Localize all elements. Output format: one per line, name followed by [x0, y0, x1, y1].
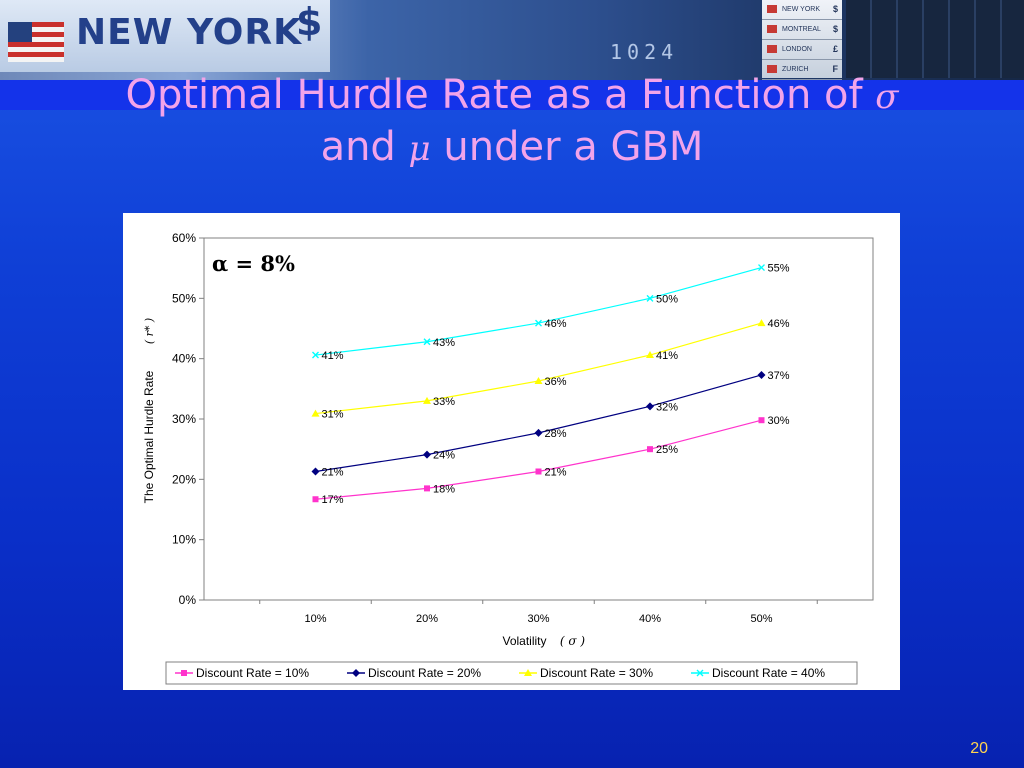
legend-marker	[181, 670, 187, 676]
series-1-point	[535, 468, 542, 475]
series-3-point	[311, 409, 320, 417]
data-label: 55%	[768, 263, 790, 275]
legend-label: Discount Rate = 40%	[712, 666, 825, 680]
data-label: 33%	[433, 396, 455, 408]
data-label: 46%	[768, 318, 790, 330]
x-tick-label: 40%	[639, 613, 661, 625]
data-label: 21%	[545, 466, 567, 478]
board-row: LONDON £	[762, 40, 842, 60]
y-tick-label: 30%	[172, 412, 196, 426]
series-1-point	[424, 485, 430, 492]
data-label: 37%	[768, 370, 790, 382]
title-text: Optimal Hurdle Rate as a Function of	[125, 72, 863, 118]
series-4-point	[535, 319, 542, 327]
x-tick-label: 30%	[527, 613, 549, 625]
x-axis-title: Volatility	[502, 634, 546, 648]
series-3-point	[757, 319, 766, 327]
series-1-point	[758, 417, 765, 424]
y-axis-title: The Optimal Hurdle Rate	[142, 370, 156, 503]
y-tick-label: 50%	[172, 291, 196, 305]
series-3-point	[423, 396, 431, 404]
title-line-2: and μ under a GBM	[0, 122, 1024, 174]
legend	[165, 661, 858, 685]
data-label: 43%	[433, 337, 455, 349]
y-axis-symbol: ( r* )	[143, 318, 156, 344]
data-label: 32%	[656, 401, 678, 413]
y-tick-label: 20%	[172, 472, 196, 486]
series-1-point	[312, 496, 319, 503]
title-line-1: Optimal Hurdle Rate as a Function of σ	[0, 70, 1024, 122]
y-tick-label: 40%	[172, 352, 196, 366]
title-band	[0, 80, 1024, 110]
legend-label: Discount Rate = 10%	[196, 666, 309, 680]
legend-label: Discount Rate = 20%	[368, 666, 481, 680]
city-board: NEW YORK $ MONTREAL $ LONDON £ ZURICH F	[762, 0, 842, 80]
series-3-point	[534, 376, 543, 384]
x-tick-label: 50%	[750, 613, 772, 625]
data-label: 21%	[322, 466, 344, 478]
legend-marker	[524, 669, 532, 676]
series-4-point	[312, 351, 319, 359]
series-2-point	[534, 428, 543, 437]
data-label: 36%	[545, 376, 567, 388]
data-label: 31%	[322, 409, 344, 421]
chart-area: 0% 10% 20% 30% 40% 50% 60% 10% 20% 30% 40% 50% Volat…	[123, 213, 900, 690]
x-tick-label: 10%	[304, 613, 326, 625]
city-sign-text: NEW YORK	[76, 12, 302, 53]
series-2-point	[757, 370, 766, 379]
alpha-annotation: α = 8%	[212, 251, 295, 276]
data-label: 25%	[656, 444, 678, 456]
dollar-sign-icon: $	[296, 0, 323, 44]
ticker-panels	[846, 0, 1024, 78]
y-tick-label: 0%	[179, 593, 197, 607]
board-digits: 1024	[610, 40, 679, 64]
data-label: 24%	[433, 450, 455, 462]
x-axis-symbol: ( σ )	[560, 634, 586, 648]
new-york-sign: NEW YORK $	[0, 0, 330, 72]
data-label: 41%	[656, 350, 678, 362]
x-tick-label: 20%	[416, 613, 438, 625]
legend-label: Discount Rate = 30%	[540, 666, 653, 680]
data-label: 41%	[322, 350, 344, 362]
data-label: 50%	[656, 293, 678, 305]
series-3-point	[646, 351, 654, 359]
title-rest: under a GBM	[443, 124, 704, 170]
series-4-point	[423, 338, 431, 346]
series-1-point	[647, 446, 653, 453]
slide-number: 20	[970, 740, 988, 757]
title-and: and	[320, 124, 396, 170]
board-row: ZURICH F	[762, 60, 842, 80]
legend-marker	[352, 669, 360, 677]
legend-marker	[696, 669, 704, 677]
slide-title: Optimal Hurdle Rate as a Function of σ a…	[0, 70, 1024, 174]
series-2-point	[311, 467, 320, 476]
series-2-point	[423, 450, 431, 459]
y-tick-label: 60%	[172, 231, 196, 245]
series-4-point	[758, 264, 765, 272]
data-label: 18%	[433, 483, 455, 495]
board-row: MONTREAL $	[762, 20, 842, 40]
us-flag-icon	[8, 22, 64, 62]
title-mu-symbol: μ	[408, 129, 431, 169]
data-label: 30%	[768, 415, 790, 427]
data-label: 28%	[545, 428, 567, 440]
data-label: 17%	[322, 494, 344, 506]
header-banner-photo: NEW YORK $ 1024 NEW YORK $ MONTREAL $ LOND…	[0, 0, 1024, 80]
board-row: NEW YORK $	[762, 0, 842, 20]
line-chart: 0% 10% 20% 30% 40% 50% 60% 10% 20% 30% 40% 50% Volat…	[142, 231, 874, 685]
series-2-point	[646, 402, 654, 411]
data-label: 46%	[545, 318, 567, 330]
y-tick-label: 10%	[172, 533, 196, 547]
series-4-point	[646, 294, 654, 302]
title-sigma-symbol: σ	[875, 77, 899, 117]
